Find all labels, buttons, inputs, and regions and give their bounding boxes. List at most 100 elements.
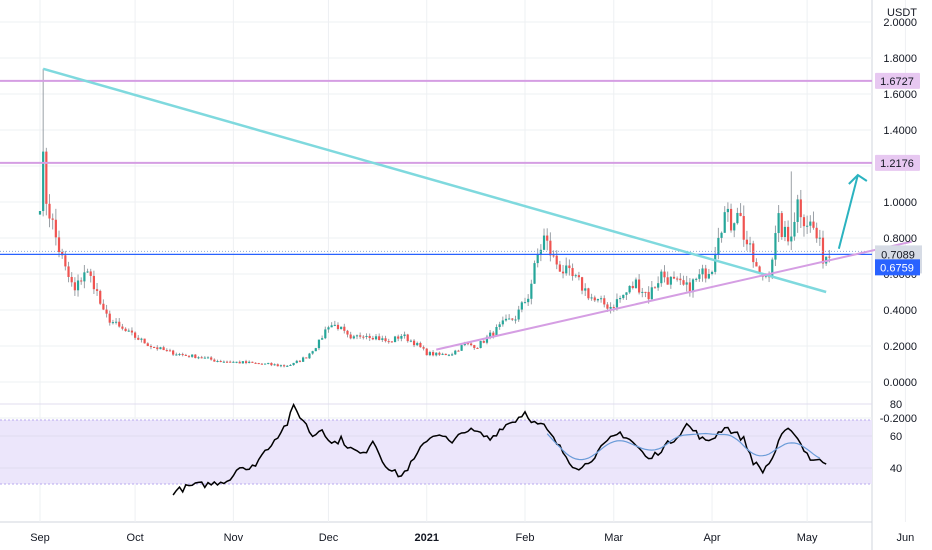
candle [99, 289, 102, 306]
candle-body [327, 327, 330, 330]
candle [333, 320, 336, 327]
candle-body [644, 291, 647, 293]
candle [695, 277, 698, 282]
candle [720, 231, 723, 243]
candle [273, 363, 276, 366]
candle [704, 264, 707, 283]
candle [89, 268, 92, 283]
time-tick-label: Apr [703, 532, 720, 544]
candle-body [736, 212, 739, 224]
candle [428, 350, 432, 357]
time-tick-label: Nov [224, 532, 244, 544]
candle-body [752, 243, 755, 263]
candle-body [108, 313, 111, 323]
candle [327, 325, 330, 333]
candle-body [282, 365, 286, 367]
candle [206, 356, 210, 359]
candle [412, 339, 416, 348]
candle-body [330, 325, 333, 328]
candle-body [777, 213, 780, 234]
candle-body [263, 363, 267, 365]
candle-body [143, 338, 146, 344]
candle-body [70, 276, 73, 283]
candle-body [619, 298, 622, 300]
time-axis[interactable]: Sep Oct Nov Dec 2021 Feb Mar Apr May Jun [30, 532, 914, 544]
candle [149, 344, 153, 350]
candle [447, 354, 451, 357]
drawings[interactable] [0, 67, 912, 351]
candle [292, 362, 295, 366]
candle-body [273, 364, 276, 366]
candle-body [238, 361, 241, 364]
candle [457, 349, 460, 352]
descending-trendline[interactable] [42, 67, 827, 294]
candle [330, 322, 333, 328]
candle-body [251, 361, 254, 363]
candle [669, 276, 672, 289]
candle-body [435, 352, 438, 356]
candle [172, 349, 175, 357]
candle [349, 331, 352, 340]
candle [187, 355, 191, 358]
candle-body [368, 335, 371, 338]
candle [48, 194, 51, 228]
candle [76, 274, 80, 297]
candle [663, 265, 666, 283]
candle [416, 341, 419, 347]
candle [222, 360, 225, 363]
candle-body [818, 237, 821, 239]
candle [574, 273, 577, 278]
candle-body [400, 336, 403, 339]
price-tick-label: 0.4000 [883, 305, 917, 317]
current-price-tag: 0.7089 [881, 249, 915, 261]
candle-body [121, 326, 124, 329]
candle-body [698, 274, 701, 279]
candle-body [498, 324, 501, 328]
candle [546, 228, 549, 251]
candle-body [168, 350, 172, 352]
candle-body [479, 341, 482, 348]
candle [225, 360, 229, 363]
candle [587, 287, 590, 301]
candle [254, 362, 257, 364]
candle-body [565, 265, 568, 274]
candle [736, 207, 739, 225]
candle-body [508, 318, 511, 320]
candle-body [536, 254, 539, 264]
candle [657, 276, 660, 291]
candle [42, 68, 45, 217]
candle [701, 264, 704, 282]
candle [219, 359, 222, 363]
ascending-trendline[interactable] [436, 240, 912, 351]
breakout-arrow-shaft[interactable] [837, 174, 859, 250]
currency-label: USDT [887, 7, 917, 19]
price-tick-label: 1.8000 [883, 53, 917, 65]
rsi-tick-label: 40 [890, 463, 902, 475]
candle-body [650, 287, 653, 300]
rsi-moving-average [546, 432, 821, 461]
candle-body [51, 218, 54, 220]
candle [111, 319, 115, 325]
candle-body [203, 357, 206, 359]
candle [568, 259, 571, 276]
candle-body [821, 237, 825, 264]
candle-body [771, 259, 774, 278]
candle [644, 291, 647, 298]
candle-body [691, 279, 695, 293]
candle-body [333, 324, 336, 326]
rsi-panel [0, 402, 872, 496]
candle-body [137, 337, 140, 340]
candle [70, 272, 73, 287]
candle [390, 341, 393, 343]
candle-body [590, 297, 593, 299]
breakout-arrow-head[interactable] [848, 173, 868, 185]
candle [755, 258, 758, 267]
candle-body [270, 362, 273, 366]
candle-body [514, 319, 517, 321]
candle [282, 364, 286, 368]
candle [314, 347, 317, 352]
candle-body [774, 233, 777, 260]
candle [86, 268, 89, 273]
candle-body [599, 298, 603, 300]
